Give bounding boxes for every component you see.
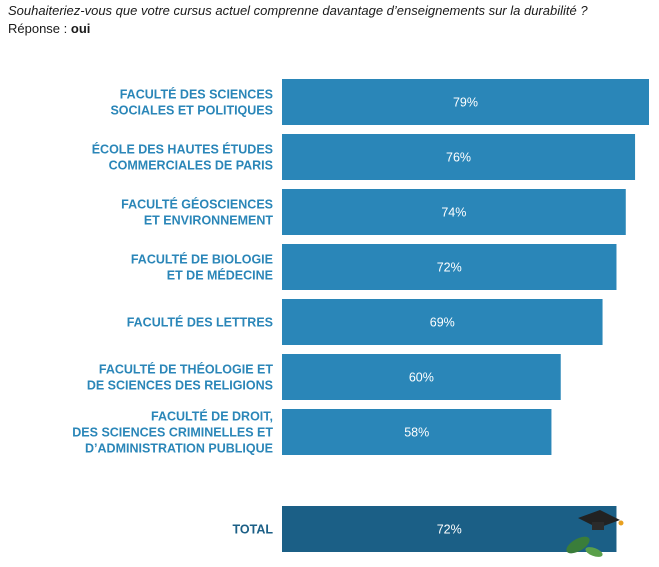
- category-label-6-line-1: DES SCIENCES CRIMINELLES ET: [72, 426, 273, 440]
- bar-0: [282, 79, 649, 125]
- bar-6: [282, 409, 552, 455]
- category-label-5-line-0: FACULTÉ DE THÉOLOGIE ET: [99, 362, 273, 377]
- category-label-total-line-0: TOTAL: [232, 523, 273, 537]
- value-label-6: 58%: [404, 426, 429, 440]
- category-label-1-line-1: COMMERCIALES DE PARIS: [109, 159, 273, 173]
- bar-2: [282, 189, 626, 235]
- bar-5: [282, 354, 561, 400]
- graduation-cap-leaf-icon: [566, 510, 624, 557]
- value-label-4: 69%: [430, 316, 455, 330]
- response-line: Réponse : oui: [8, 21, 90, 36]
- category-label-3-line-1: ET DE MÉDECINE: [167, 268, 273, 283]
- value-label-0: 79%: [453, 96, 478, 110]
- bar-total: [282, 506, 617, 552]
- category-label-4-line-0: FACULTÉ DES LETTRES: [127, 315, 273, 330]
- category-label-5-line-1: DE SCIENCES DES RELIGIONS: [87, 379, 273, 393]
- bars-layer: 79% FACULTÉ DES SCIENCES SOCIALES ET POLIT…: [72, 79, 649, 456]
- bar-4: [282, 299, 603, 345]
- value-label-3: 72%: [437, 261, 462, 275]
- value-label-2: 74%: [441, 206, 466, 220]
- value-label-total: 72%: [437, 523, 462, 537]
- category-label-3-line-0: FACULTÉ DE BIOLOGIE: [131, 252, 273, 267]
- category-label-0-line-1: SOCIALES ET POLITIQUES: [110, 104, 273, 118]
- category-label-2-line-0: FACULTÉ GÉOSCIENCES: [121, 197, 273, 212]
- category-label-1-line-0: ÉCOLE DES HAUTES ÉTUDES: [92, 142, 273, 157]
- bar-1: [282, 134, 636, 180]
- category-label-2-line-1: ET ENVIRONNEMENT: [144, 214, 274, 228]
- response-value: oui: [70, 21, 91, 36]
- value-label-5: 60%: [409, 371, 434, 385]
- category-label-0-line-0: FACULTÉ DES SCIENCES: [120, 87, 273, 102]
- response-prefix: Réponse :: [8, 21, 71, 36]
- bar-3: [282, 244, 617, 290]
- total-layer: 72% TOTAL: [232, 506, 617, 552]
- value-label-1: 76%: [446, 151, 471, 165]
- category-label-6-line-0: FACULTÉ DE DROIT,: [151, 409, 273, 424]
- survey-question: Souhaiteriez-vous que votre cursus actue…: [8, 3, 588, 18]
- category-label-6-line-2: D’ADMINISTRATION PUBLIQUE: [85, 442, 273, 456]
